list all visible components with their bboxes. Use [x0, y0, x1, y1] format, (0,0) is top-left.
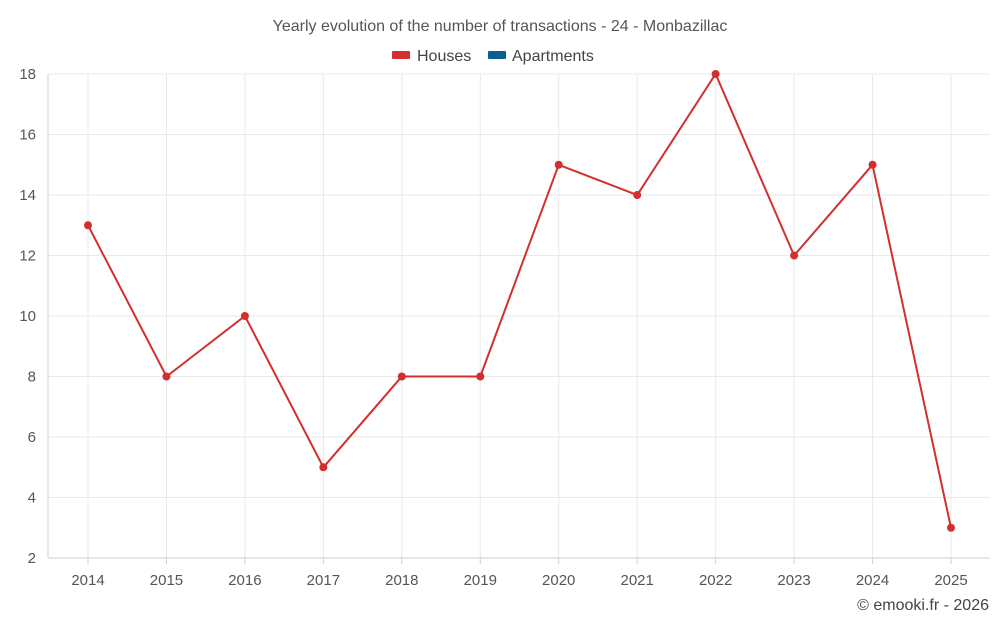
data-point[interactable] [633, 191, 642, 199]
data-point[interactable] [162, 372, 171, 381]
x-tick-label: 2020 [542, 572, 575, 589]
legend-item-houses[interactable]: Houses [392, 48, 471, 65]
y-tick-label: 6 [28, 429, 36, 446]
x-tick-label: 2016 [228, 572, 261, 589]
legend-swatch-apartments [488, 51, 506, 59]
x-tick-label: 2022 [699, 572, 732, 589]
data-point[interactable] [554, 160, 563, 169]
data-point[interactable] [790, 251, 799, 260]
y-tick-label: 16 [19, 127, 36, 144]
chart-title: Yearly evolution of the number of transa… [273, 18, 728, 35]
y-tick-label: 2 [28, 550, 36, 567]
series-line-houses [87, 71, 952, 529]
data-point[interactable] [319, 463, 328, 472]
x-tick-label: 2021 [620, 572, 653, 589]
x-tick-label: 2025 [934, 572, 967, 589]
x-tick-label: 2014 [71, 572, 104, 589]
x-tick-label: 2018 [385, 572, 418, 589]
legend-label-houses: Houses [417, 48, 471, 65]
legend-label-apartments: Apartments [512, 48, 594, 65]
data-point[interactable] [476, 372, 485, 381]
x-tick-label: 2015 [150, 572, 183, 589]
label-layer: 2 4 6 8 10 12 14 16 18 2014 2015 2016 2017 2018 2019 20… [19, 66, 967, 589]
data-point[interactable] [240, 312, 249, 320]
legend-swatch-houses [392, 51, 410, 59]
data-point[interactable] [397, 372, 406, 381]
x-tick-label: 2017 [307, 572, 340, 589]
y-tick-label: 18 [19, 66, 36, 83]
credit-text: © emooki.fr - 2026 [857, 597, 989, 614]
y-tick-label: 14 [19, 187, 36, 204]
data-point[interactable] [947, 523, 955, 532]
legend-item-apartments[interactable]: Apartments [488, 48, 594, 65]
x-tick-label: 2019 [464, 572, 497, 589]
y-tick-label: 4 [28, 490, 36, 507]
axis-layer [47, 74, 990, 564]
data-point[interactable] [84, 221, 92, 230]
data-point[interactable] [711, 70, 720, 78]
grid-layer [48, 73, 990, 558]
y-tick-label: 8 [28, 369, 36, 386]
y-tick-label: 12 [19, 248, 36, 265]
legend: Houses Apartments [392, 48, 594, 65]
series-layer [84, 70, 955, 532]
y-tick-label: 10 [19, 308, 36, 325]
x-tick-label: 2024 [856, 572, 889, 589]
x-tick-label: 2023 [777, 572, 810, 589]
data-point[interactable] [868, 160, 877, 169]
